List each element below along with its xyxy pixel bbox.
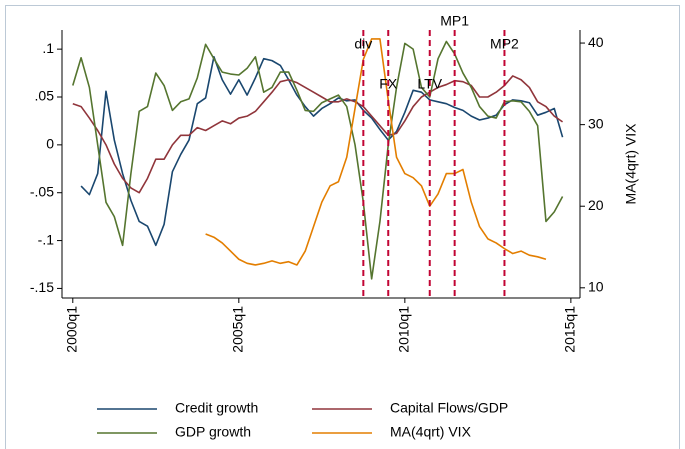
series-line <box>205 38 547 266</box>
y2-tick-label: 30 <box>588 115 604 131</box>
legend-label: Capital Flows/GDP <box>390 400 508 416</box>
event-label: MP1 <box>440 13 469 29</box>
legend-label: MA(4qrt) VIX <box>390 424 472 440</box>
legend-label: Credit growth <box>175 400 258 416</box>
x-tick-label: 2015q1 <box>562 306 578 353</box>
series-line <box>72 40 564 280</box>
event-label: FX <box>379 76 398 92</box>
series-line <box>80 56 564 247</box>
y-tick-label: -.05 <box>30 183 54 199</box>
legend-label: GDP growth <box>175 424 251 440</box>
y-tick-label: .05 <box>35 88 55 104</box>
x-tick-label: 2000q1 <box>63 306 79 353</box>
x-tick-label: 2010q1 <box>396 306 412 353</box>
event-label: div <box>354 36 372 52</box>
series-line <box>72 75 564 194</box>
y2-axis-title: MA(4qrt) VIX <box>623 123 639 205</box>
event-label: LTV <box>417 76 442 92</box>
y-tick-label: .1 <box>42 40 54 56</box>
graph-frame <box>5 5 680 449</box>
event-label: MP2 <box>490 36 519 52</box>
x-tick-label: 2005q1 <box>230 306 246 353</box>
y-tick-label: 0 <box>46 136 54 152</box>
y-tick-label: -.1 <box>38 231 55 247</box>
y2-tick-label: 20 <box>588 197 604 213</box>
y2-tick-label: 10 <box>588 279 604 295</box>
y2-tick-label: 40 <box>588 34 604 50</box>
y-tick-label: -.15 <box>30 279 54 295</box>
